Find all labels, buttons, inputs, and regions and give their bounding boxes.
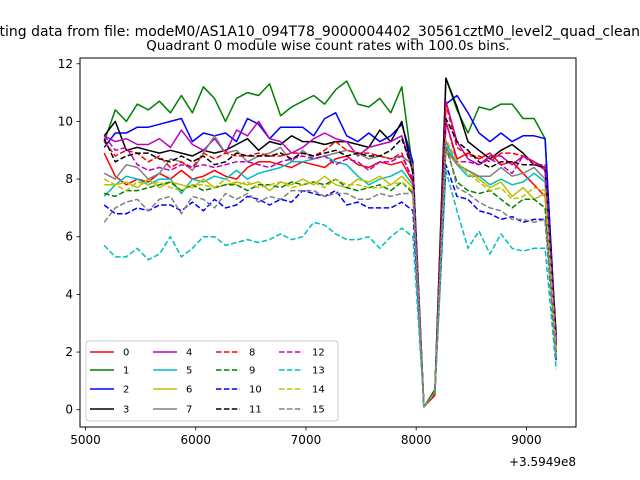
series-line-3 [103,77,557,408]
x-axis: 5000 6000 7000 8000 9000 [70,427,542,447]
series-line-9 [104,146,557,408]
series-line-15 [103,140,557,408]
series-line-14 [103,137,557,408]
legend-label-10: 10 [249,385,262,396]
legend-label-0: 0 [123,348,129,359]
legend-label-8: 8 [249,348,255,359]
x-offset-label: +3.5949e8 [509,455,576,469]
y-tick-label: 8 [65,172,73,186]
chart-title: Quadrant 0 module wise count rates with … [146,39,509,54]
series-layer [103,77,557,408]
legend-label-3: 3 [123,405,129,416]
series-line-13 [103,169,557,408]
legend-label-13: 13 [312,366,325,377]
x-tick-label: 6000 [180,433,211,447]
y-tick-label: 0 [65,403,73,417]
legend-label-6: 6 [186,385,192,396]
series-line-11 [103,117,557,408]
legend-label-7: 7 [186,405,192,416]
series-line-2 [103,94,557,408]
y-tick-label: 4 [65,287,73,301]
x-tick-label: 8000 [401,433,432,447]
legend-label-1: 1 [123,366,129,377]
legend-label-15: 15 [312,405,325,416]
y-tick-label: 6 [65,230,73,244]
series-line-1 [103,77,557,408]
figure-suptitle: Plotting data from file: modeM0/AS1A10_0… [0,24,640,40]
axes-frame [79,57,577,428]
series-line-10 [103,163,557,408]
series-line-6 [104,149,557,408]
x-tick-label: 5000 [70,433,101,447]
legend-label-14: 14 [312,385,325,396]
y-tick-label: 10 [58,114,73,128]
legend-label-5: 5 [186,366,192,377]
x-tick-label: 7000 [291,433,322,447]
legend-label-12: 12 [312,348,325,359]
series-line-0 [103,120,557,408]
x-tick-label: 9000 [511,433,542,447]
legend-label-4: 4 [186,348,192,359]
legend-label-2: 2 [123,385,129,396]
series-line-5 [103,140,557,408]
y-axis: 0 2 4 6 8 10 12 [58,57,80,417]
legend-label-9: 9 [249,366,255,377]
series-line-12 [103,120,557,408]
series-line-7 [103,135,557,408]
legend-box [85,340,339,422]
y-tick-label: 2 [65,345,73,359]
legend-label-11: 11 [249,405,262,416]
y-tick-label: 12 [58,57,73,71]
series-line-8 [103,103,557,408]
